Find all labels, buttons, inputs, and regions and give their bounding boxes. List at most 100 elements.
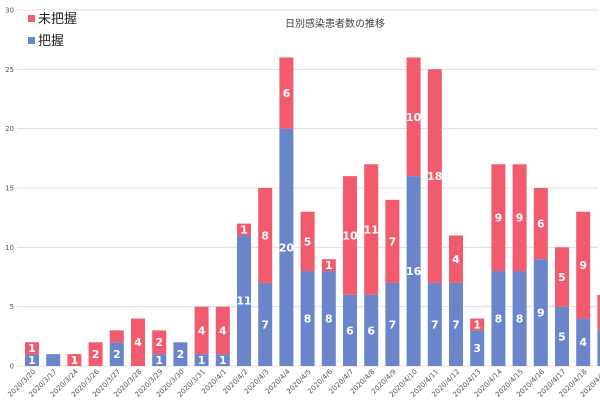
bar-segment-known-route (109, 342, 124, 366)
bar-data-label: 1 (473, 318, 481, 331)
bar-segment-known-route (46, 354, 61, 366)
bar-segment-unknown-route (385, 199, 400, 283)
bar-segment-unknown-route (449, 235, 463, 283)
bar-data-label: 7 (389, 235, 397, 248)
bar-segment-unknown-route (215, 306, 230, 355)
bar-segment-known-route (406, 176, 421, 366)
bar-data-label: 6 (367, 324, 375, 337)
legend: 未把握 把握 (28, 12, 77, 49)
y-tick-label: 5 (10, 303, 14, 311)
bar-data-label: 6 (537, 218, 545, 231)
bar-segment-known-route (321, 271, 336, 366)
bar-segment-known-route (194, 354, 209, 366)
legend-label-known-route: 把握 (38, 34, 64, 49)
bar-data-label: 1 (325, 259, 333, 272)
bar-data-label: 1 (240, 223, 248, 236)
bar-segment-known-route (258, 282, 273, 366)
bar-segment-unknown-route (406, 57, 421, 177)
bar-segment-unknown-route (364, 164, 379, 295)
bar-segment-unknown-route (343, 176, 357, 295)
bar-segment-unknown-route (194, 306, 209, 355)
bar-segment-known-route (25, 354, 39, 366)
bar-data-label: 6 (346, 324, 354, 337)
legend-label-unknown-route: 未把握 (38, 12, 77, 27)
x-axis-ticks: 2020/3/202020/3/172020/3/242020/3/262020… (6, 367, 600, 398)
bar-data-label: 8 (516, 312, 524, 325)
bar-data-label: 10 (342, 229, 358, 242)
bar-segment-known-route (215, 354, 230, 366)
bar-data-label: 9 (537, 307, 545, 320)
bar-data-label: 1 (155, 354, 163, 367)
bar-segment-known-route (279, 128, 294, 366)
bar-segment-unknown-route (576, 211, 591, 319)
bar-segment-known-route (597, 330, 600, 366)
chart-title: 日別感染患者数の推移 (285, 17, 385, 30)
y-tick-label: 10 (5, 244, 14, 252)
bar-data-label: 5 (558, 271, 566, 284)
bar-data-label: 18 (427, 170, 442, 183)
bar-segment-unknown-route (300, 211, 315, 272)
bar-segment-known-route (555, 306, 569, 366)
bar-data-label: 1 (198, 354, 206, 367)
bar-data-label: 2 (92, 348, 100, 361)
bar-data-label: 4 (452, 253, 460, 266)
bar-segment-known-route (449, 282, 463, 366)
bar-segment-unknown-route (279, 57, 294, 129)
bar-data-label: 16 (406, 265, 422, 278)
bar-segment-known-route (364, 294, 379, 366)
y-tick-label: 0 (10, 363, 14, 371)
bar-segment-known-route (152, 354, 167, 366)
bar-segment-known-route (237, 235, 251, 366)
bar-data-label: 7 (431, 318, 439, 331)
bar-data-label: 7 (452, 318, 460, 331)
bar-segment-unknown-route (597, 294, 600, 331)
bar-segment-known-route (343, 294, 357, 366)
y-tick-label: 25 (5, 66, 14, 74)
bar-data-label: 4 (579, 336, 587, 349)
bar-data-label: 7 (389, 318, 397, 331)
bar-segment-unknown-route (321, 259, 336, 272)
bar-segment-unknown-route (258, 188, 273, 283)
bar-data-label: 1 (28, 342, 36, 355)
bar-data-label: 8 (304, 312, 312, 325)
bar-data-label: 7 (261, 318, 269, 331)
y-tick-label: 20 (5, 125, 14, 133)
legend-swatch-unknown-route (28, 15, 35, 22)
bar-data-label: 4 (198, 324, 206, 337)
bar-segment-unknown-route (131, 318, 145, 366)
bar-data-label: 4 (219, 324, 227, 337)
bar-data-label: 8 (325, 312, 333, 325)
bar-segment-known-route (533, 259, 548, 366)
bar-segment-unknown-route (470, 318, 485, 331)
bar-segment-unknown-route (237, 223, 251, 236)
bar-data-label: 20 (279, 241, 295, 254)
bar-data-label: 9 (495, 212, 503, 225)
bar-segment-unknown-route (67, 354, 82, 366)
bar-data-label: 8 (495, 312, 503, 325)
bar-segment-unknown-route (533, 188, 548, 260)
bar-data-label: 9 (579, 259, 587, 272)
bar-data-label: 11 (364, 223, 379, 236)
bar-data-label: 10 (406, 111, 422, 124)
bar-segment-unknown-route (555, 247, 569, 307)
bar-segment-known-route (385, 282, 400, 366)
y-axis-ticks: 0 5 10 15 20 25 30 (5, 7, 14, 371)
bar-segment-unknown-route (109, 330, 124, 343)
bar-segment-unknown-route (25, 342, 39, 355)
bar-segment-known-route (173, 342, 188, 366)
bar-segment-unknown-route (427, 69, 442, 283)
bar-data-label: 2 (177, 348, 185, 361)
bar-data-label: 1 (219, 354, 227, 367)
bar-data-label: 6 (283, 87, 291, 100)
bar-data-label: 1 (28, 354, 36, 367)
legend-swatch-known-route (28, 37, 35, 44)
bar-data-label: 5 (304, 235, 312, 248)
bar-segment-known-route (491, 271, 506, 366)
bar-segment-known-route (512, 271, 527, 366)
bar-segment-unknown-route (88, 342, 103, 366)
bar-segment-unknown-route (491, 164, 506, 272)
bar-data-label: 2 (113, 348, 121, 361)
bar-data-label: 5 (558, 330, 566, 343)
